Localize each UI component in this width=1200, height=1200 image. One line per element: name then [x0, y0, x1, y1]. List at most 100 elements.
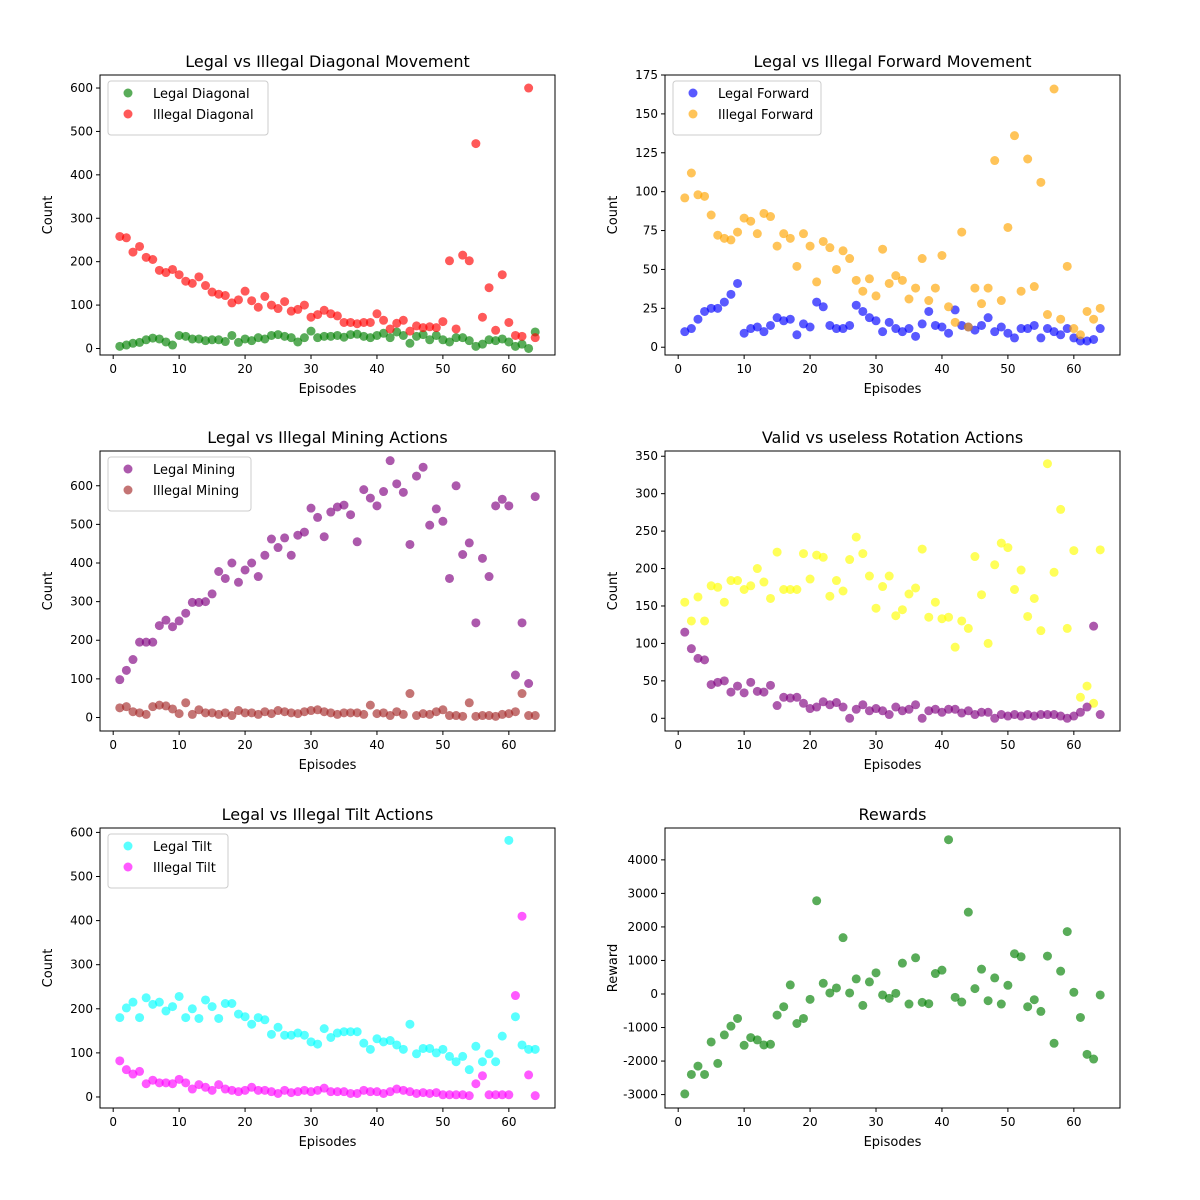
data-point — [733, 227, 743, 237]
data-point — [878, 706, 888, 716]
data-point — [851, 974, 861, 984]
data-point — [1056, 330, 1066, 340]
y-tick-label: 0 — [85, 1090, 93, 1104]
data-point — [871, 603, 881, 613]
data-point — [785, 314, 795, 324]
data-point — [181, 1013, 191, 1023]
data-point — [299, 1030, 309, 1040]
data-point — [746, 581, 756, 591]
data-point — [831, 264, 841, 274]
data-point — [904, 704, 914, 714]
data-point — [1062, 927, 1072, 937]
data-point — [1016, 324, 1026, 334]
data-point — [917, 254, 927, 264]
data-point — [398, 330, 408, 340]
data-point — [904, 589, 914, 599]
x-tick-label: 30 — [868, 738, 883, 752]
data-point — [497, 494, 507, 504]
data-point — [530, 333, 540, 343]
data-point — [930, 597, 940, 607]
series-2 — [115, 911, 540, 1101]
data-point — [227, 330, 237, 340]
data-point — [359, 709, 369, 719]
data-point — [798, 698, 808, 708]
data-point — [686, 644, 696, 654]
data-point — [1095, 990, 1105, 1000]
data-point — [201, 336, 211, 346]
data-point — [438, 1044, 448, 1054]
series-1 — [115, 326, 540, 353]
y-tick-label: 50 — [643, 674, 658, 688]
data-point — [891, 702, 901, 712]
data-point — [858, 306, 868, 316]
y-tick-label: 3000 — [627, 886, 658, 900]
data-point — [1023, 1002, 1033, 1012]
data-point — [937, 250, 947, 260]
data-point — [458, 550, 468, 560]
axes-frame — [99, 74, 556, 356]
x-tick-label: 10 — [736, 1115, 751, 1129]
data-point — [1049, 1038, 1059, 1048]
data-point — [766, 680, 776, 690]
y-tick-label: 0 — [85, 710, 93, 724]
data-point — [1089, 621, 1099, 631]
data-point — [431, 1048, 441, 1058]
data-point — [924, 306, 934, 316]
data-point — [438, 516, 448, 526]
data-point — [812, 702, 822, 712]
data-point — [871, 291, 881, 301]
series-1 — [680, 835, 1105, 1099]
data-point — [706, 1037, 716, 1047]
data-point — [766, 212, 776, 222]
x-tick-label: 30 — [868, 1115, 883, 1129]
x-tick-label: 0 — [109, 738, 117, 752]
data-point — [398, 487, 408, 497]
data-point — [299, 333, 309, 343]
data-point — [950, 317, 960, 327]
data-point — [858, 700, 868, 710]
y-tick-label: 50 — [643, 262, 658, 276]
x-tick-label: 20 — [237, 738, 252, 752]
data-point — [385, 324, 395, 334]
data-point — [911, 331, 921, 341]
data-point — [726, 576, 736, 586]
data-point — [319, 1024, 329, 1034]
data-point — [464, 1065, 474, 1075]
data-point — [944, 302, 954, 312]
data-point — [510, 670, 520, 680]
data-point — [484, 1049, 494, 1059]
data-point — [306, 326, 316, 336]
data-point — [451, 1057, 461, 1067]
data-point — [884, 278, 894, 288]
data-point — [299, 527, 309, 537]
data-point — [332, 311, 342, 321]
data-point — [1009, 131, 1019, 141]
x-axis-label: Episodes — [299, 758, 357, 773]
data-point — [1056, 966, 1066, 976]
data-point — [805, 574, 815, 584]
x-tick-label: 0 — [674, 738, 682, 752]
data-point — [996, 296, 1006, 306]
chart-panel-4: Valid vs useless Rotation Actions 0 10 20 30… — [606, 428, 1121, 773]
data-point — [746, 216, 756, 226]
data-point — [1075, 692, 1085, 702]
data-point — [858, 549, 868, 559]
data-point — [266, 534, 276, 544]
data-point — [884, 571, 894, 581]
data-point — [1029, 995, 1039, 1005]
data-point — [950, 704, 960, 714]
x-tick-label: 40 — [369, 362, 384, 376]
data-point — [977, 964, 987, 974]
legend-label: Legal Tilt — [153, 840, 212, 855]
data-point — [240, 286, 250, 296]
y-tick-label: 300 — [70, 211, 93, 225]
data-point — [1075, 336, 1085, 346]
legend-box — [107, 456, 252, 512]
data-point — [779, 229, 789, 239]
data-point — [864, 977, 874, 987]
data-point — [766, 320, 776, 330]
data-point — [1003, 222, 1013, 232]
data-point — [451, 1090, 461, 1100]
data-point — [517, 618, 527, 628]
x-axis-label: Episodes — [864, 382, 922, 397]
